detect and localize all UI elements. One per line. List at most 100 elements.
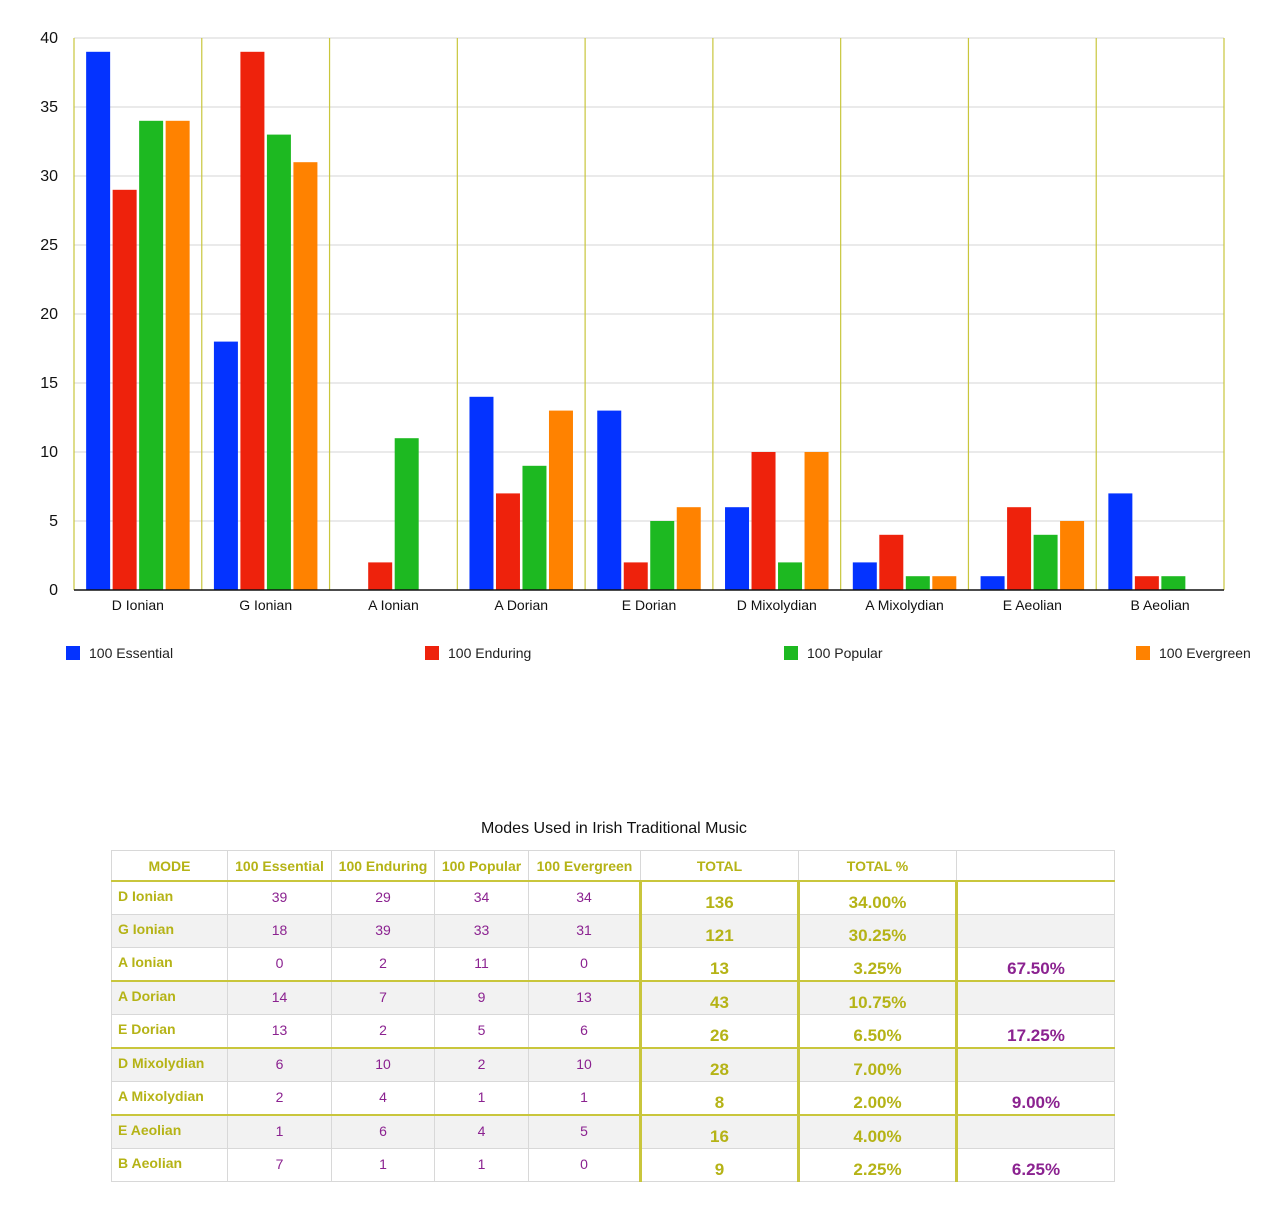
table-row: A Ionian 0 2 11 0 13 3.25% 67.50% bbox=[111, 947, 1115, 982]
bar bbox=[522, 465, 547, 590]
evergreen-cell: 0 bbox=[528, 947, 641, 982]
popular-cell: 33 bbox=[434, 914, 529, 948]
popular-cell: 11 bbox=[434, 947, 529, 982]
header-total-pct: TOTAL % bbox=[798, 850, 957, 882]
bar bbox=[112, 189, 137, 591]
x-tick-label: E Aeolian bbox=[1003, 597, 1062, 613]
popular-cell: 9 bbox=[434, 980, 529, 1015]
x-tick-label: E Dorian bbox=[622, 597, 676, 613]
group-pct-cell bbox=[955, 880, 1115, 915]
mode-cell: A Dorian bbox=[111, 980, 228, 1015]
essential-cell: 39 bbox=[227, 880, 332, 915]
bar bbox=[597, 410, 622, 590]
mode-cell: G Ionian bbox=[111, 914, 228, 948]
evergreen-cell: 0 bbox=[528, 1148, 641, 1182]
mode-cell: A Mixolydian bbox=[111, 1081, 228, 1116]
essential-cell: 7 bbox=[227, 1148, 332, 1182]
y-tick-label: 30 bbox=[40, 168, 58, 185]
mode-cell: E Aeolian bbox=[111, 1114, 228, 1149]
evergreen-cell: 1 bbox=[528, 1081, 641, 1116]
table-title: Modes Used in Irish Traditional Music bbox=[481, 820, 747, 837]
mode-cell: D Mixolydian bbox=[111, 1047, 228, 1082]
bar bbox=[86, 51, 111, 591]
essential-cell: 1 bbox=[227, 1114, 332, 1149]
enduring-cell: 7 bbox=[331, 980, 435, 1015]
bar bbox=[1161, 576, 1186, 590]
total-cell: 8 bbox=[639, 1081, 799, 1116]
group-pct-cell bbox=[955, 1047, 1115, 1082]
bar bbox=[495, 493, 520, 590]
table-row: B Aeolian 7 1 1 0 9 2.25% 6.25% bbox=[111, 1148, 1115, 1182]
header-popular: 100 Popular bbox=[434, 850, 529, 882]
total-cell: 9 bbox=[639, 1148, 799, 1182]
legend-swatch-enduring bbox=[425, 646, 439, 660]
group-pct-cell: 6.25% bbox=[955, 1148, 1115, 1182]
bar bbox=[394, 438, 419, 590]
total-pct-cell: 2.25% bbox=[797, 1148, 957, 1182]
modes-table: MODE 100 Essential 100 Enduring 100 Popu… bbox=[111, 850, 1115, 1182]
evergreen-cell: 31 bbox=[528, 914, 641, 948]
enduring-cell: 39 bbox=[331, 914, 435, 948]
essential-cell: 18 bbox=[227, 914, 332, 948]
table-row: D Mixolydian 6 10 2 10 28 7.00% bbox=[111, 1047, 1115, 1082]
total-pct-cell: 2.00% bbox=[797, 1081, 957, 1116]
bar bbox=[804, 452, 829, 590]
total-pct-cell: 4.00% bbox=[797, 1114, 957, 1149]
total-cell: 43 bbox=[639, 980, 799, 1015]
total-pct-cell: 3.25% bbox=[797, 947, 957, 982]
legend-item-popular: 100 Popular bbox=[784, 644, 883, 662]
x-tick-label: D Mixolydian bbox=[737, 597, 817, 613]
y-tick-label: 35 bbox=[40, 99, 58, 116]
x-tick-label: D Ionian bbox=[112, 597, 164, 613]
legend-label-enduring: 100 Enduring bbox=[448, 645, 532, 661]
legend-label-popular: 100 Popular bbox=[807, 645, 883, 661]
popular-cell: 1 bbox=[434, 1081, 529, 1116]
y-tick-label: 5 bbox=[49, 513, 58, 530]
header-group bbox=[956, 850, 1115, 882]
bar bbox=[1108, 493, 1133, 590]
mode-cell: A Ionian bbox=[111, 947, 228, 982]
total-cell: 28 bbox=[639, 1047, 799, 1082]
bar bbox=[1134, 576, 1159, 590]
total-pct-cell: 30.25% bbox=[797, 914, 957, 948]
bar bbox=[469, 396, 494, 590]
chart-svg: 0 5 10 15 20 25 30 35 40 D Ionian G Ionian A Ionian… bbox=[40, 30, 1225, 613]
header-mode: MODE bbox=[111, 850, 228, 882]
legend-item-evergreen: 100 Evergreen bbox=[1136, 644, 1251, 662]
y-tick-label: 40 bbox=[40, 30, 58, 47]
table-row: E Dorian 13 2 5 6 26 6.50% 17.25% bbox=[111, 1014, 1115, 1049]
evergreen-cell: 10 bbox=[528, 1047, 641, 1082]
evergreen-cell: 34 bbox=[528, 880, 641, 915]
header-enduring: 100 Enduring bbox=[331, 850, 435, 882]
bar bbox=[165, 120, 190, 591]
group-pct-cell bbox=[955, 914, 1115, 948]
essential-cell: 2 bbox=[227, 1081, 332, 1116]
legend-swatch-essential bbox=[66, 646, 80, 660]
bar bbox=[879, 534, 904, 590]
enduring-cell: 4 bbox=[331, 1081, 435, 1116]
evergreen-cell: 13 bbox=[528, 980, 641, 1015]
bar bbox=[368, 562, 393, 590]
y-tick-label: 10 bbox=[40, 444, 58, 461]
legend-item-essential: 100 Essential bbox=[66, 644, 173, 662]
mode-cell: B Aeolian bbox=[111, 1148, 228, 1182]
table-row: D Ionian 39 29 34 34 136 34.00% bbox=[111, 880, 1115, 915]
bar bbox=[980, 576, 1005, 590]
bar bbox=[778, 562, 803, 590]
group-pct-cell bbox=[955, 1114, 1115, 1149]
bar bbox=[139, 120, 164, 591]
x-tick-label: G Ionian bbox=[239, 597, 292, 613]
header-evergreen: 100 Evergreen bbox=[528, 850, 641, 882]
table-row: A Dorian 14 7 9 13 43 10.75% bbox=[111, 980, 1115, 1015]
evergreen-cell: 5 bbox=[528, 1114, 641, 1149]
y-tick-label: 15 bbox=[40, 375, 58, 392]
group-pct-cell: 67.50% bbox=[955, 947, 1115, 982]
bar bbox=[751, 452, 776, 590]
legend-swatch-evergreen bbox=[1136, 646, 1150, 660]
popular-cell: 4 bbox=[434, 1114, 529, 1149]
bar bbox=[623, 562, 648, 590]
evergreen-cell: 6 bbox=[528, 1014, 641, 1049]
header-total: TOTAL bbox=[640, 850, 799, 882]
bar bbox=[1060, 521, 1085, 590]
legend-label-evergreen: 100 Evergreen bbox=[1159, 645, 1251, 661]
